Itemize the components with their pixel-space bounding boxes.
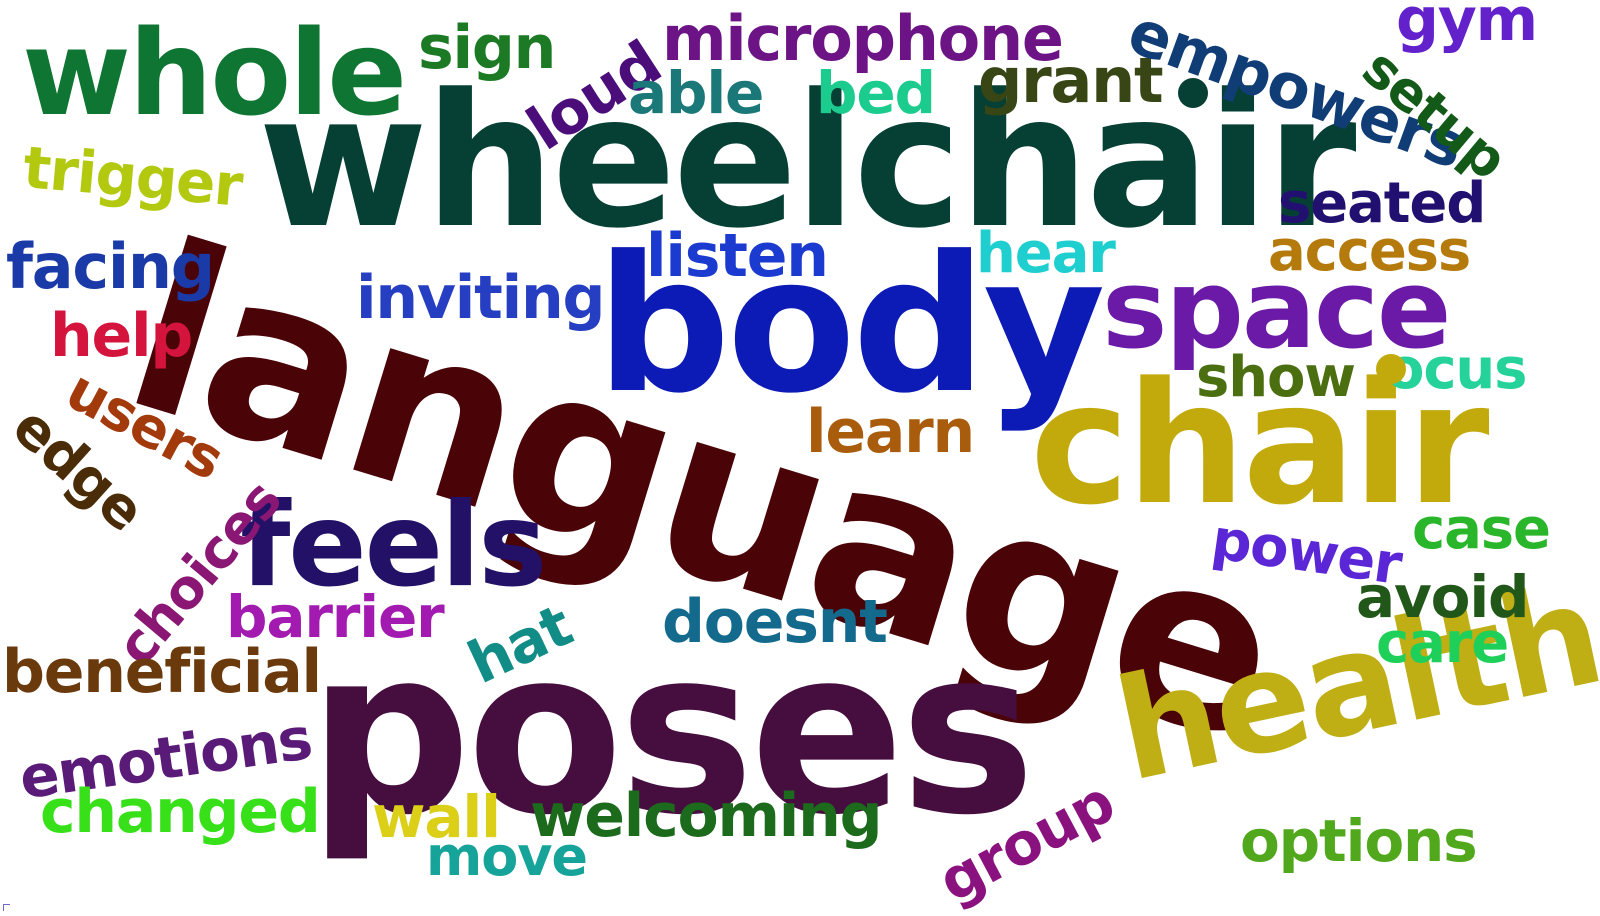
- word-hear: hear: [976, 221, 1116, 286]
- word-barrier: barrier: [226, 583, 445, 651]
- word-trigger: trigger: [20, 133, 245, 220]
- word-access: access: [1268, 219, 1471, 284]
- word-options: options: [1240, 807, 1478, 875]
- word-chair: chair: [1030, 346, 1490, 542]
- word-bed: bed: [816, 59, 936, 127]
- word-help: help: [50, 301, 193, 371]
- word-learn: learn: [806, 397, 975, 467]
- word-space: space: [1102, 245, 1451, 373]
- word-seated: seated: [1278, 171, 1486, 236]
- corner-mark: [3, 904, 10, 911]
- word-poses: poses: [308, 599, 1036, 865]
- word-inviting: inviting: [356, 263, 605, 333]
- dot-mark: [1178, 78, 1208, 108]
- word-move: move: [426, 825, 588, 888]
- word-feels: feels: [240, 478, 547, 613]
- word-wheelchair: wheelchair: [258, 55, 1357, 269]
- word-doesnt: doesnt: [662, 587, 888, 657]
- word-avoid: avoid: [1356, 563, 1530, 631]
- word-wall: wall: [372, 783, 501, 851]
- word-changed: changed: [40, 777, 321, 847]
- word-microphone: microphone: [662, 2, 1064, 75]
- word-sign: sign: [418, 13, 556, 83]
- word-show: show: [1196, 345, 1356, 410]
- word-care: care: [1376, 611, 1509, 676]
- word-welcoming: welcoming: [530, 781, 883, 851]
- word-beneficial: beneficial: [2, 637, 322, 707]
- dot-mark: [1376, 354, 1406, 384]
- word-able: able: [628, 59, 764, 127]
- word-listen: listen: [646, 221, 829, 291]
- word-case: case: [1412, 497, 1551, 562]
- word-whole: whole: [22, 4, 407, 142]
- word-gym: gym: [1396, 0, 1538, 55]
- word-facing: facing: [6, 230, 215, 303]
- word-ocus: ocus: [1386, 337, 1528, 402]
- word-grant: grant: [978, 44, 1164, 117]
- word-body: body: [596, 216, 1106, 435]
